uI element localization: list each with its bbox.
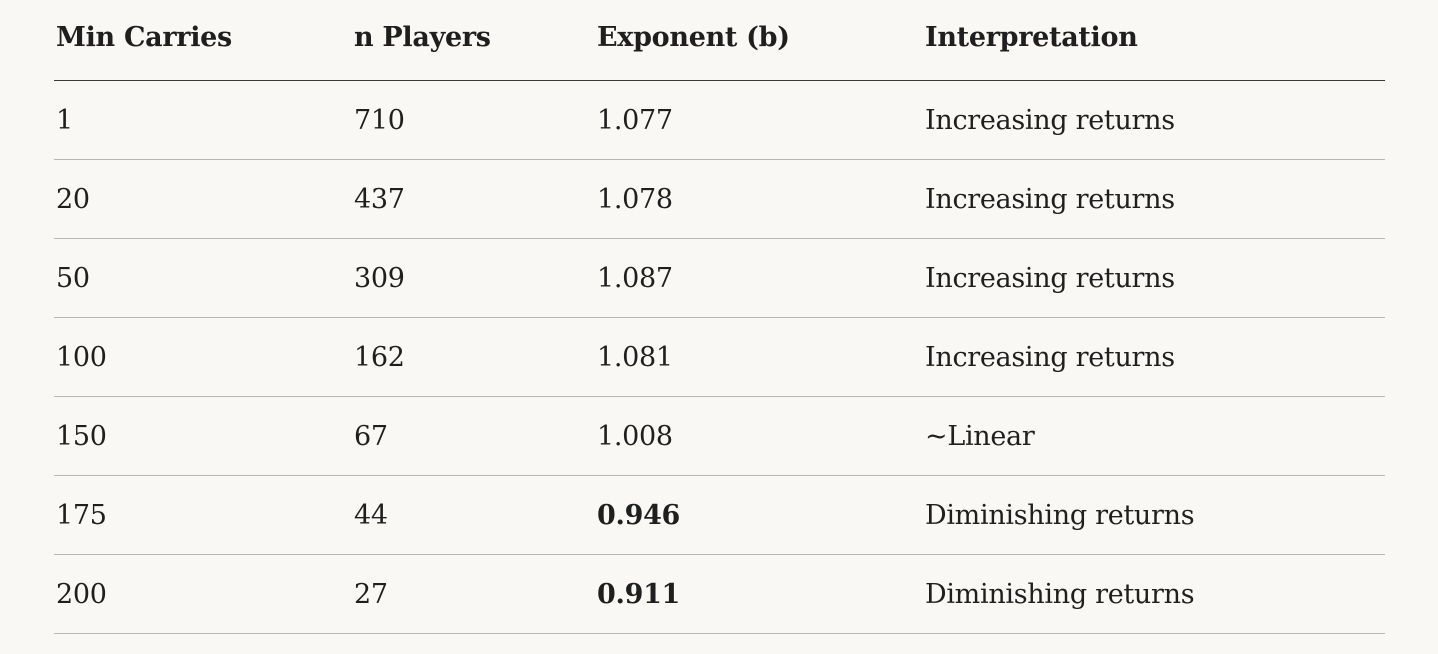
cell-min-carries: 20: [54, 159, 352, 239]
cell-n-players: 437: [352, 159, 595, 239]
cell-exponent: 1.078: [595, 159, 923, 239]
cell-exponent: 1.081: [595, 317, 923, 397]
cell-min-carries: 150: [54, 396, 352, 476]
cell-min-carries: 50: [54, 238, 352, 318]
cell-interpretation: Increasing returns: [923, 238, 1385, 318]
table-row: 150 67 1.008 ~Linear: [54, 396, 1385, 476]
cell-exponent: 0.946: [595, 475, 923, 555]
results-table: Min Carries n Players Exponent (b) Inter…: [54, 0, 1385, 634]
cell-min-carries: 1: [54, 80, 352, 160]
cell-min-carries: 200: [54, 554, 352, 634]
header-n-players: n Players: [352, 0, 595, 81]
cell-n-players: 44: [352, 475, 595, 555]
cell-interpretation: Diminishing returns: [923, 475, 1385, 555]
cell-exponent: 0.911: [595, 554, 923, 634]
table-row: 1 710 1.077 Increasing returns: [54, 80, 1385, 160]
table-row: 20 437 1.078 Increasing returns: [54, 159, 1385, 239]
table-header: Min Carries n Players Exponent (b) Inter…: [54, 0, 1385, 81]
cell-interpretation: Diminishing returns: [923, 554, 1385, 634]
cell-n-players: 710: [352, 80, 595, 160]
cell-interpretation: Increasing returns: [923, 317, 1385, 397]
cell-n-players: 162: [352, 317, 595, 397]
cell-exponent: 1.077: [595, 80, 923, 160]
cell-n-players: 309: [352, 238, 595, 318]
header-interpretation: Interpretation: [923, 0, 1385, 81]
header-row: Min Carries n Players Exponent (b) Inter…: [54, 0, 1385, 81]
cell-interpretation: Increasing returns: [923, 159, 1385, 239]
table-body: 1 710 1.077 Increasing returns 20 437 1.…: [54, 80, 1385, 634]
cell-exponent: 1.008: [595, 396, 923, 476]
cell-n-players: 27: [352, 554, 595, 634]
table-row: 175 44 0.946 Diminishing returns: [54, 475, 1385, 555]
cell-interpretation: Increasing returns: [923, 80, 1385, 160]
header-exponent: Exponent (b): [595, 0, 923, 81]
cell-min-carries: 100: [54, 317, 352, 397]
cell-min-carries: 175: [54, 475, 352, 555]
header-min-carries: Min Carries: [54, 0, 352, 81]
table-row: 100 162 1.081 Increasing returns: [54, 317, 1385, 397]
cell-exponent: 1.087: [595, 238, 923, 318]
table-row: 200 27 0.911 Diminishing returns: [54, 554, 1385, 634]
cell-n-players: 67: [352, 396, 595, 476]
results-table-container: Min Carries n Players Exponent (b) Inter…: [54, 0, 1385, 634]
table-row: 50 309 1.087 Increasing returns: [54, 238, 1385, 318]
cell-interpretation: ~Linear: [923, 396, 1385, 476]
